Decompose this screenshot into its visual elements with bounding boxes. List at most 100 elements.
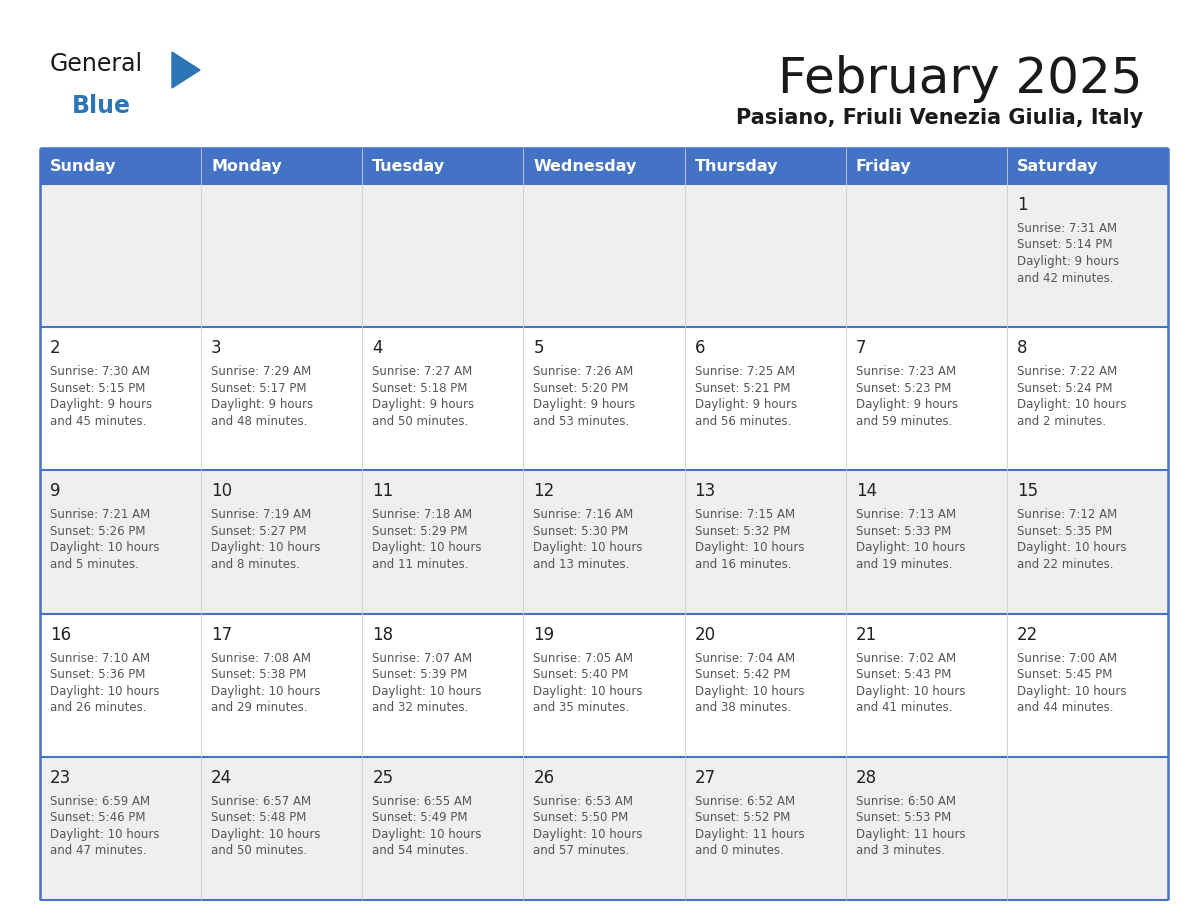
Text: Daylight: 9 hours: Daylight: 9 hours [695,398,797,411]
Text: Sunrise: 7:18 AM: Sunrise: 7:18 AM [372,509,473,521]
Text: Sunset: 5:46 PM: Sunset: 5:46 PM [50,812,145,824]
Text: Sunset: 5:33 PM: Sunset: 5:33 PM [855,525,950,538]
Text: and 47 minutes.: and 47 minutes. [50,845,146,857]
Text: Sunrise: 7:00 AM: Sunrise: 7:00 AM [1017,652,1117,665]
Text: Sunset: 5:21 PM: Sunset: 5:21 PM [695,382,790,395]
Text: Daylight: 9 hours: Daylight: 9 hours [211,398,314,411]
Text: and 22 minutes.: and 22 minutes. [1017,558,1113,571]
Text: 22: 22 [1017,625,1038,644]
Text: 28: 28 [855,768,877,787]
Text: Friday: Friday [855,159,911,174]
Text: Daylight: 10 hours: Daylight: 10 hours [211,542,321,554]
Text: Sunset: 5:23 PM: Sunset: 5:23 PM [855,382,952,395]
Text: Sunset: 5:39 PM: Sunset: 5:39 PM [372,668,468,681]
Bar [40,756,1168,900]
Text: and 53 minutes.: and 53 minutes. [533,415,630,428]
Text: Sunrise: 6:57 AM: Sunrise: 6:57 AM [211,795,311,808]
Text: Sunset: 5:43 PM: Sunset: 5:43 PM [855,668,952,681]
Text: and 42 minutes.: and 42 minutes. [1017,272,1113,285]
Text: Sunset: 5:27 PM: Sunset: 5:27 PM [211,525,307,538]
Text: Sunrise: 7:02 AM: Sunrise: 7:02 AM [855,652,956,665]
Text: 24: 24 [211,768,233,787]
Text: 27: 27 [695,768,715,787]
Text: Tuesday: Tuesday [372,159,446,174]
Polygon shape [172,52,200,88]
Text: 21: 21 [855,625,877,644]
Text: Daylight: 10 hours: Daylight: 10 hours [372,542,482,554]
Bar [40,327,1168,470]
Text: and 26 minutes.: and 26 minutes. [50,701,146,714]
Text: Sunset: 5:53 PM: Sunset: 5:53 PM [855,812,950,824]
Text: Daylight: 11 hours: Daylight: 11 hours [855,828,966,841]
Text: Sunrise: 7:16 AM: Sunrise: 7:16 AM [533,509,633,521]
Text: Sunset: 5:38 PM: Sunset: 5:38 PM [211,668,307,681]
Text: and 44 minutes.: and 44 minutes. [1017,701,1113,714]
Text: Daylight: 10 hours: Daylight: 10 hours [1017,685,1126,698]
Text: General: General [50,52,143,76]
Text: 6: 6 [695,339,704,357]
Text: and 38 minutes.: and 38 minutes. [695,701,791,714]
Text: Sunrise: 7:26 AM: Sunrise: 7:26 AM [533,365,633,378]
Text: and 29 minutes.: and 29 minutes. [211,701,308,714]
Text: Pasiano, Friuli Venezia Giulia, Italy: Pasiano, Friuli Venezia Giulia, Italy [735,108,1143,128]
Text: Sunrise: 7:12 AM: Sunrise: 7:12 AM [1017,509,1117,521]
Text: Sunrise: 7:08 AM: Sunrise: 7:08 AM [211,652,311,665]
Text: 12: 12 [533,482,555,500]
Text: 10: 10 [211,482,233,500]
Text: and 50 minutes.: and 50 minutes. [211,845,308,857]
Text: 4: 4 [372,339,383,357]
Text: Sunset: 5:29 PM: Sunset: 5:29 PM [372,525,468,538]
Text: Sunset: 5:32 PM: Sunset: 5:32 PM [695,525,790,538]
Text: Sunrise: 6:53 AM: Sunrise: 6:53 AM [533,795,633,808]
Text: Sunset: 5:24 PM: Sunset: 5:24 PM [1017,382,1112,395]
Text: and 54 minutes.: and 54 minutes. [372,845,468,857]
Text: Daylight: 10 hours: Daylight: 10 hours [855,542,965,554]
Text: Daylight: 9 hours: Daylight: 9 hours [533,398,636,411]
Text: Daylight: 10 hours: Daylight: 10 hours [533,828,643,841]
Text: Wednesday: Wednesday [533,159,637,174]
Text: 2: 2 [50,339,61,357]
Text: Daylight: 9 hours: Daylight: 9 hours [1017,255,1119,268]
Bar [40,613,1168,756]
Text: 18: 18 [372,625,393,644]
Text: 9: 9 [50,482,61,500]
Text: 25: 25 [372,768,393,787]
Text: and 56 minutes.: and 56 minutes. [695,415,791,428]
Text: and 3 minutes.: and 3 minutes. [855,845,944,857]
Text: and 13 minutes.: and 13 minutes. [533,558,630,571]
Text: Sunrise: 7:19 AM: Sunrise: 7:19 AM [211,509,311,521]
Text: Sunday: Sunday [50,159,116,174]
Text: and 32 minutes.: and 32 minutes. [372,701,468,714]
Text: Sunset: 5:17 PM: Sunset: 5:17 PM [211,382,307,395]
Text: Sunset: 5:35 PM: Sunset: 5:35 PM [1017,525,1112,538]
Text: Thursday: Thursday [695,159,778,174]
Text: Sunrise: 7:29 AM: Sunrise: 7:29 AM [211,365,311,378]
Text: 14: 14 [855,482,877,500]
Text: Daylight: 9 hours: Daylight: 9 hours [855,398,958,411]
Text: Sunset: 5:42 PM: Sunset: 5:42 PM [695,668,790,681]
Text: 8: 8 [1017,339,1028,357]
Text: Sunrise: 7:25 AM: Sunrise: 7:25 AM [695,365,795,378]
Text: Sunset: 5:36 PM: Sunset: 5:36 PM [50,668,145,681]
Text: Sunset: 5:52 PM: Sunset: 5:52 PM [695,812,790,824]
Text: Sunrise: 7:30 AM: Sunrise: 7:30 AM [50,365,150,378]
Text: Sunset: 5:45 PM: Sunset: 5:45 PM [1017,668,1112,681]
Text: Daylight: 10 hours: Daylight: 10 hours [50,685,159,698]
Text: and 57 minutes.: and 57 minutes. [533,845,630,857]
Text: Sunrise: 6:59 AM: Sunrise: 6:59 AM [50,795,150,808]
Text: Daylight: 10 hours: Daylight: 10 hours [211,828,321,841]
Text: Sunset: 5:30 PM: Sunset: 5:30 PM [533,525,628,538]
Text: Sunset: 5:20 PM: Sunset: 5:20 PM [533,382,628,395]
Text: Daylight: 10 hours: Daylight: 10 hours [1017,542,1126,554]
Text: Sunset: 5:15 PM: Sunset: 5:15 PM [50,382,145,395]
Text: 3: 3 [211,339,222,357]
Text: Daylight: 10 hours: Daylight: 10 hours [372,685,482,698]
Text: Daylight: 11 hours: Daylight: 11 hours [695,828,804,841]
Text: Blue: Blue [72,94,131,118]
Text: Sunset: 5:48 PM: Sunset: 5:48 PM [211,812,307,824]
Text: Sunrise: 7:27 AM: Sunrise: 7:27 AM [372,365,473,378]
Text: Sunrise: 7:05 AM: Sunrise: 7:05 AM [533,652,633,665]
Text: Sunrise: 6:52 AM: Sunrise: 6:52 AM [695,795,795,808]
Text: Sunrise: 7:13 AM: Sunrise: 7:13 AM [855,509,956,521]
Text: Sunset: 5:40 PM: Sunset: 5:40 PM [533,668,628,681]
